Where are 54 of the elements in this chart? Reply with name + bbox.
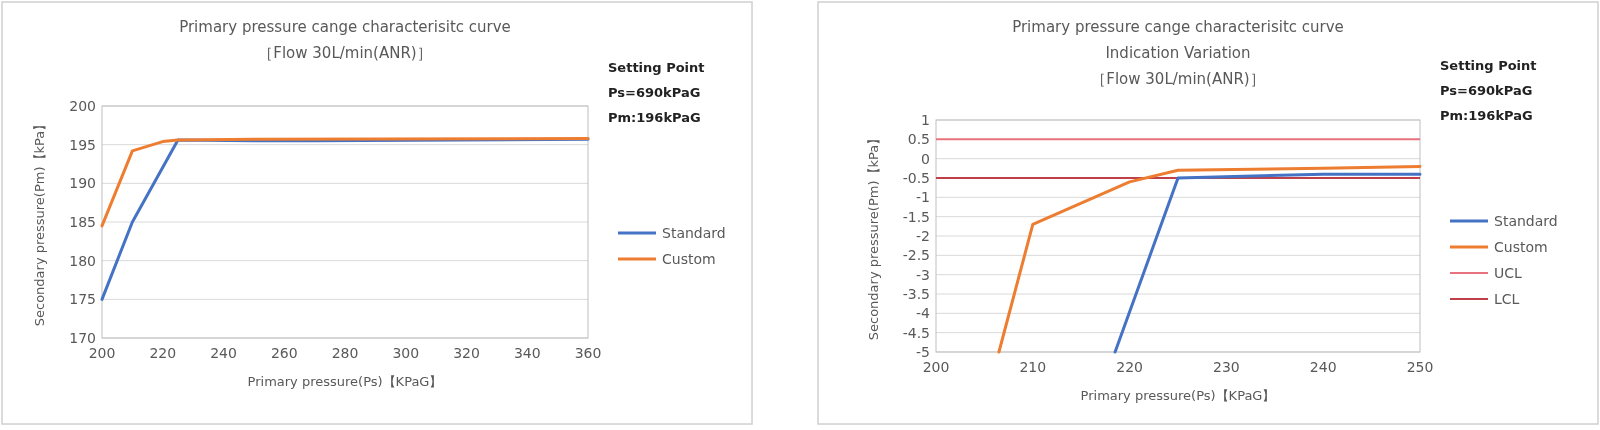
legend-label: UCL — [1494, 265, 1523, 281]
y-tick-label: 170 — [69, 330, 96, 346]
x-tick-label: 220 — [1116, 359, 1143, 375]
x-tick-label: 250 — [1406, 359, 1434, 375]
text: Pm:196kPaG — [1440, 108, 1533, 123]
y-tick-label: -2 — [916, 228, 930, 244]
y-tick-label: -3.5 — [902, 286, 930, 302]
x-tick-label: 240 — [210, 345, 237, 361]
chart-title: Primary pressure cange characterisitc curve — [179, 18, 511, 36]
text: Pm:196kPaG — [608, 110, 701, 125]
y-tick-label: 175 — [69, 291, 96, 308]
y-tick-label: -1.5 — [902, 208, 930, 225]
text: Ps=690kPaG — [608, 85, 701, 100]
text: Setting Point — [608, 60, 705, 75]
y-tick-label: -0.5 — [902, 170, 930, 186]
x-tick-label: 280 — [331, 345, 359, 361]
y-tick-label: 190 — [69, 175, 96, 192]
y-tick-label: 1 — [921, 112, 930, 128]
x-tick-label: 230 — [1213, 359, 1240, 375]
y-tick-label: 0 — [921, 150, 930, 167]
y-tick-label: -3 — [916, 266, 930, 283]
chart-subtitle: ［Flow 30L/min(ANR)］ — [258, 44, 432, 62]
y-tick-label: -4 — [916, 305, 931, 322]
legend-label: Standard — [662, 225, 726, 241]
y-tick-label: -5 — [916, 344, 930, 360]
y-tick-label: -1 — [916, 189, 930, 206]
y-tick-label: 0.5 — [907, 131, 930, 148]
y-axis-title: Secondary pressure(Pm)【kPa】 — [32, 117, 47, 327]
y-tick-label: -2.5 — [902, 247, 930, 264]
x-tick-label: 260 — [270, 345, 298, 361]
x-axis-title: Primary pressure(Ps)【KPaG】 — [1080, 388, 1276, 403]
x-tick-label: 340 — [513, 345, 541, 361]
legend-label: Custom — [662, 251, 716, 267]
y-tick-label: 185 — [69, 214, 96, 230]
y-axis-title: Secondary pressure(Pm)【kPa】 — [866, 131, 881, 341]
chart-subtitle: Indication Variation ［Flow 30L/min(ANR)］ — [1091, 44, 1265, 88]
x-axis-title: Primary pressure(Ps)【KPaG】 — [247, 374, 443, 389]
y-tick-label: 180 — [69, 252, 96, 269]
x-tick-label: 360 — [574, 345, 602, 361]
x-tick-label: 210 — [1019, 359, 1047, 375]
chart-title: Primary pressure cange characterisitc curve — [1012, 18, 1344, 36]
y-tick-label: -4.5 — [902, 324, 930, 341]
text: Setting Point — [1440, 58, 1537, 73]
legend-label: Custom — [1494, 239, 1548, 255]
legend-label: LCL — [1494, 291, 1520, 307]
y-tick-label: 195 — [69, 136, 96, 153]
x-tick-label: 220 — [149, 345, 177, 361]
x-tick-label: 320 — [453, 345, 480, 361]
x-tick-label: 300 — [392, 345, 420, 361]
x-tick-label: 240 — [1309, 359, 1337, 375]
y-tick-label: 200 — [69, 98, 96, 114]
text: Ps=690kPaG — [1440, 83, 1533, 98]
legend-label: Standard — [1494, 213, 1558, 229]
x-tick-label: 200 — [88, 345, 116, 361]
